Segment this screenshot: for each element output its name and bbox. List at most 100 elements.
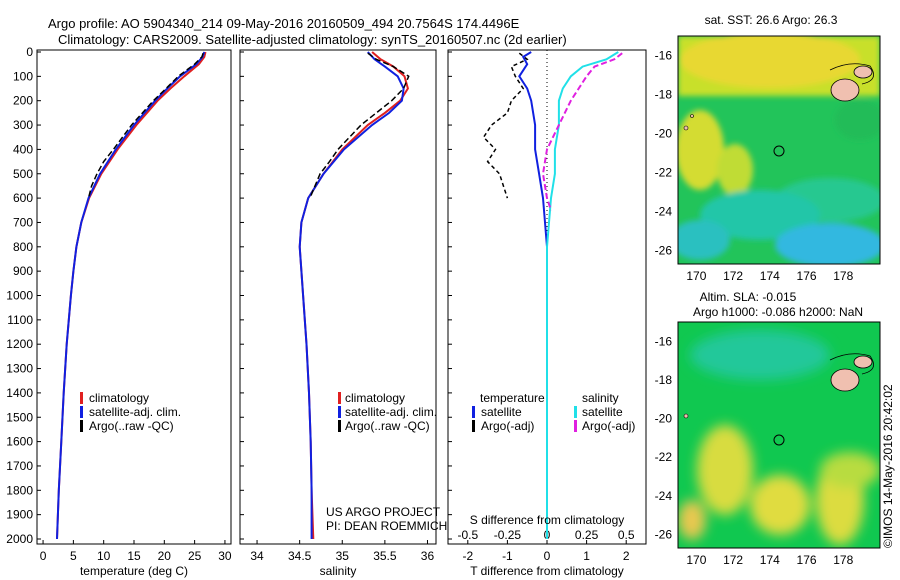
diff-sal-satellite-line [546, 51, 619, 539]
sla-lon-label: 178 [833, 553, 853, 567]
salinity-legend: climatology satellite-adj. clim. Argo(..… [338, 391, 437, 433]
sla-lon-label: 176 [797, 553, 817, 567]
sst-lat-label: -24 [655, 204, 673, 218]
sst-lon-label: 178 [833, 269, 853, 283]
sla-lat-label: -26 [655, 527, 673, 541]
x-tick-label: 25 [188, 549, 202, 563]
x-tick-label: 34 [250, 549, 264, 563]
depth-tick-label: 2000 [6, 532, 33, 546]
sst-lon-label: 170 [686, 269, 706, 283]
depth-tick-label: 1800 [6, 483, 33, 497]
temp-satellite-line [56, 51, 206, 540]
sst-lat-label: -26 [655, 243, 673, 257]
x-tick-label: 20 [158, 549, 172, 563]
salinity-xlabel: salinity [320, 564, 357, 578]
x-tick-label: 0 [544, 549, 551, 563]
x-tick-label: 30 [218, 549, 232, 563]
diff-legend-sal-argo-label: Argo(-adj) [582, 419, 635, 433]
depth-tick-label: 1300 [6, 362, 33, 376]
top-tick-label: 0.5 [618, 528, 635, 542]
sst-lat-label: -20 [655, 126, 673, 140]
x-tick-label: 1 [583, 549, 590, 563]
x-tick-label: 10 [97, 549, 111, 563]
sla-lon-label: 170 [686, 553, 706, 567]
x-tick-label: -1 [502, 549, 513, 563]
sal-climatology-line [298, 51, 409, 540]
sst-lat-label: -22 [655, 165, 673, 179]
project-line1: US ARGO PROJECT [326, 505, 441, 519]
sal-legend-argo-swatch [338, 420, 341, 432]
depth-tick-label: 700 [13, 215, 33, 229]
sst-lon-label: 174 [760, 269, 780, 283]
sla-map-title-line2: Argo h1000: -0.086 h2000: NaN [693, 305, 863, 319]
temperature-legend: climatology satellite-adj. clim. Argo(..… [80, 391, 181, 433]
sst-lon-label: 172 [723, 269, 743, 283]
salinity-panel [239, 49, 437, 545]
x-tick-label: 35 [336, 549, 350, 563]
depth-tick-label: 500 [13, 167, 33, 181]
depth-tick-label: 1200 [6, 337, 33, 351]
sla-profile-marker [773, 434, 785, 446]
sla-lat-label: -20 [655, 412, 673, 426]
diff-legend-temp-argo-swatch [472, 420, 475, 432]
diff-legend-sal-satellite-label: satellite [582, 405, 623, 419]
sla-lon-label: 172 [723, 553, 743, 567]
sst-lat-label: -18 [655, 87, 673, 101]
sal-legend-climatology-label: climatology [345, 391, 405, 405]
header-line1: Argo profile: AO 5904340_214 09-May-2016… [48, 16, 520, 31]
header-line2: Climatology: CARS2009. Satellite-adjuste… [58, 32, 567, 47]
depth-tick-label: 1700 [6, 459, 33, 473]
legend-climatology-label: climatology [89, 391, 149, 405]
diff-legend-sal-satellite-swatch [574, 406, 577, 418]
legend-argo-label: Argo(..raw -QC) [89, 419, 174, 433]
depth-tick-label: 1600 [6, 435, 33, 449]
legend-climatology-swatch [80, 392, 83, 404]
depth-tick-label: 1000 [6, 289, 33, 303]
sst-map-title: sat. SST: 26.6 Argo: 26.3 [705, 13, 838, 27]
depth-tick-label: 800 [13, 240, 33, 254]
sal-legend-argo-label: Argo(..raw -QC) [345, 419, 430, 433]
x-tick-label: 15 [127, 549, 141, 563]
top-tick-label: -0.25 [494, 528, 522, 542]
sla-lat-label: -16 [655, 334, 673, 348]
diff-legend-sal-argo-swatch [574, 420, 577, 432]
x-tick-label: 5 [70, 549, 77, 563]
depth-tick-label: 0 [26, 45, 33, 59]
depth-tick-label: 200 [13, 94, 33, 108]
temp-argo-line [87, 52, 204, 199]
imos-credit: ©IMOS 14-May-2016 20:42:02 [881, 384, 895, 548]
series-layer [56, 51, 623, 540]
legend-argo-swatch [80, 420, 83, 432]
x-tick-label: 0 [40, 549, 47, 563]
depth-tick-label: 1100 [7, 313, 33, 327]
diff-legend-temp-argo-label: Argo(-adj) [481, 419, 534, 433]
axes-layer: 0100200300400500600700800900100011001200… [6, 45, 853, 567]
sst-profile-marker [773, 145, 785, 157]
x-tick-label: 36 [421, 549, 435, 563]
depth-tick-label: 100 [13, 69, 33, 83]
legend-salinity-heading: salinity [582, 391, 619, 405]
x-tick-label: -2 [462, 549, 473, 563]
sal-legend-climatology-swatch [338, 392, 341, 404]
top-tick-label: -0.5 [457, 528, 478, 542]
top-tick-label: 0.25 [575, 528, 599, 542]
diff-temp-satellite-line [518, 51, 548, 539]
difference-legend: temperature salinity satellite Argo(-adj… [472, 391, 635, 433]
legend-satellite-label: satellite-adj. clim. [89, 405, 181, 419]
diff-legend-temp-satellite-swatch [472, 406, 475, 418]
depth-tick-label: 1400 [6, 386, 33, 400]
sla-lat-label: -24 [655, 489, 673, 503]
sst-map-frame [677, 35, 881, 265]
sla-map-frame [677, 321, 881, 549]
sla-lat-label: -18 [655, 373, 673, 387]
sla-lat-label: -22 [655, 450, 673, 464]
sal-legend-satellite-label: satellite-adj. clim. [345, 405, 437, 419]
sst-lat-label: -16 [655, 48, 673, 62]
sla-map-title-line1: Altim. SLA: -0.015 [700, 290, 797, 304]
depth-tick-label: 400 [13, 142, 33, 156]
temperature-xlabel: temperature (deg C) [80, 564, 188, 578]
depth-tick-label: 900 [13, 264, 33, 278]
depth-tick-label: 300 [13, 118, 33, 132]
difference-xlabel: T difference from climatology [470, 564, 624, 578]
